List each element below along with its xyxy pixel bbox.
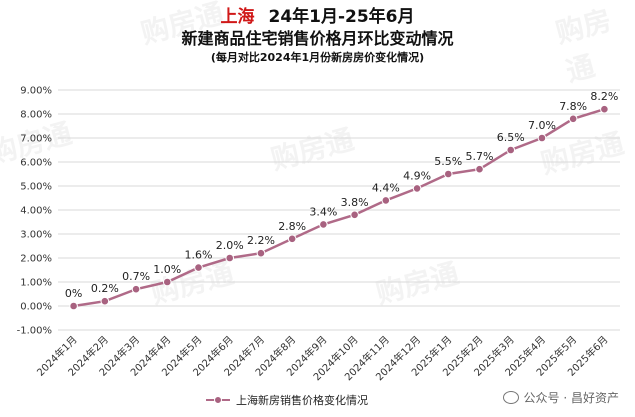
y-tick-label: 4.00% bbox=[20, 206, 52, 217]
title-block: 上海 24年1月-25年6月 新建商品住宅销售价格月环比变动情况 (每月对比202… bbox=[0, 6, 635, 66]
data-label: 8.2% bbox=[590, 90, 618, 103]
data-point bbox=[600, 104, 609, 114]
chart-title-line2: 新建商品住宅销售价格月环比变动情况 bbox=[181, 29, 454, 48]
y-tick-label: 3.00% bbox=[20, 230, 52, 241]
data-label: 0.7% bbox=[122, 270, 150, 283]
y-tick-label: 8.00% bbox=[20, 110, 52, 121]
data-point bbox=[350, 210, 359, 220]
data-label: 7.8% bbox=[559, 100, 587, 113]
data-point bbox=[475, 164, 484, 174]
y-tick-label: 9.00% bbox=[20, 86, 52, 97]
data-point bbox=[131, 284, 141, 294]
data-label: 2.2% bbox=[247, 234, 275, 247]
data-point bbox=[225, 253, 235, 263]
data-label: 4.4% bbox=[372, 181, 400, 194]
data-point bbox=[381, 196, 391, 205]
data-point bbox=[443, 169, 453, 179]
legend-label: 上海新房销售价格变化情况 bbox=[236, 394, 368, 407]
legend: 上海新房销售价格变化情况 bbox=[206, 392, 368, 408]
data-point bbox=[412, 184, 422, 193]
footer-text: 公众号 · 昌好资产 bbox=[523, 391, 619, 405]
data-point bbox=[287, 234, 297, 244]
data-point bbox=[194, 263, 203, 272]
data-point bbox=[319, 220, 328, 229]
legend-line-marker bbox=[206, 396, 230, 404]
y-tick-label: 0.00% bbox=[20, 302, 52, 313]
data-label: 5.7% bbox=[466, 150, 494, 163]
data-point bbox=[256, 248, 266, 258]
y-tick-label: 7.00% bbox=[20, 134, 52, 145]
title-city: 上海 bbox=[220, 7, 255, 27]
data-label: 7.0% bbox=[528, 119, 556, 132]
y-tick-label: 1.00% bbox=[20, 278, 52, 289]
data-label: 0.2% bbox=[91, 282, 119, 295]
data-point bbox=[568, 114, 578, 124]
y-tick-label: 2.00% bbox=[20, 254, 52, 265]
chart-title: 上海 24年1月-25年6月 bbox=[0, 6, 635, 28]
data-point bbox=[537, 133, 547, 143]
data-label: 0% bbox=[65, 287, 82, 300]
y-tick-label: 6.00% bbox=[20, 158, 52, 169]
title-period: 24年1月-25年6月 bbox=[268, 7, 415, 27]
data-point bbox=[100, 296, 110, 306]
y-tick-label: -1.00% bbox=[17, 326, 52, 337]
data-point bbox=[506, 145, 516, 155]
data-point bbox=[69, 301, 78, 311]
wechat-icon bbox=[502, 391, 519, 404]
data-point bbox=[162, 277, 172, 287]
chart-subtitle: (每月对比2024年1月份新房房价变化情况) bbox=[210, 51, 425, 64]
data-label: 5.5% bbox=[434, 155, 462, 168]
data-label: 1.6% bbox=[185, 249, 213, 262]
data-label: 2.8% bbox=[278, 220, 306, 233]
data-label: 4.9% bbox=[403, 169, 431, 182]
footer-attribution: 公众号 · 昌好资产 bbox=[502, 389, 619, 406]
data-label: 3.8% bbox=[341, 196, 369, 209]
data-label: 6.5% bbox=[497, 131, 525, 144]
series-line bbox=[73, 108, 605, 308]
y-tick-label: 5.00% bbox=[20, 182, 52, 193]
data-label: 1.0% bbox=[153, 263, 181, 276]
data-label: 2.0% bbox=[216, 239, 244, 252]
data-label: 3.4% bbox=[309, 205, 337, 218]
